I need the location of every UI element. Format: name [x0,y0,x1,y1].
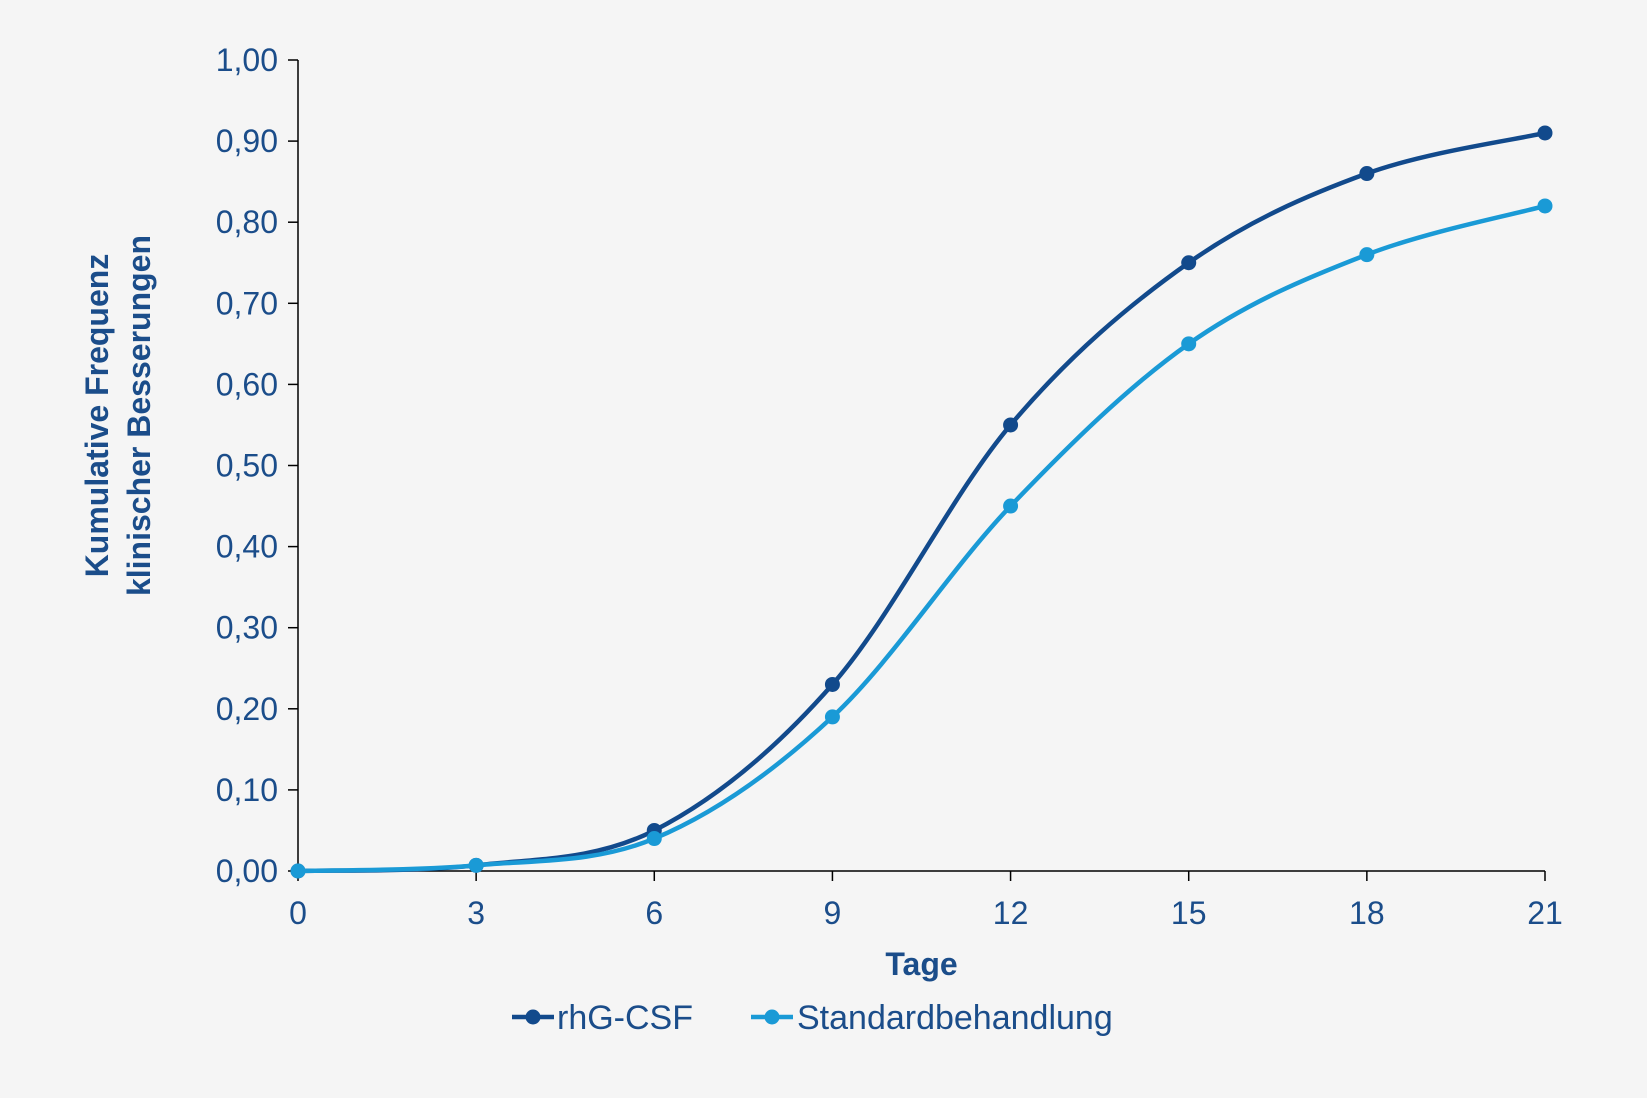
y-tick-label: 0,80 [216,204,278,240]
data-point [468,857,484,873]
data-point [290,863,306,879]
series-line [295,130,1548,874]
x-tick-label: 12 [993,895,1029,931]
legend-label: rhG-CSF [557,999,693,1037]
series-2 [290,198,1553,879]
x-axis-title: Tage [885,946,957,982]
y-axis-title-line2: klinischer Besserungen [121,235,157,596]
series-layer [290,125,1553,879]
x-tick-label: 0 [289,895,307,931]
y-axis-title-line1: Kumulative Frequenz [79,254,115,578]
y-tick-label: 0,50 [216,448,278,484]
x-tick-label: 6 [645,895,663,931]
data-point [1537,198,1553,214]
x-tick-label: 18 [1349,895,1385,931]
legend-marker [764,1009,780,1025]
legend: rhG-CSF Standardbehandlung [512,999,1113,1037]
y-ticks: 0,00 0,10 0,20 0,30 0,40 0,50 0,60 0,70 0,80 0,90… [216,42,298,889]
x-tick-label: 9 [824,895,842,931]
legend-item: rhG-CSF [512,999,693,1037]
legend-item: Standardbehandlung [751,999,1113,1037]
y-tick-label: 0,90 [216,123,278,159]
data-point [824,709,840,725]
legend-label: Standardbehandlung [797,999,1113,1037]
y-tick-label: 0,40 [216,529,278,565]
x-ticks: 0 3 6 9 12 15 18 21 [289,871,1563,931]
series-line [295,203,1548,874]
x-tick-label: 15 [1171,895,1207,931]
axes-layer: 0,00 0,10 0,20 0,30 0,40 0,50 0,60 0,70 0,80 0,90… [216,42,1563,931]
y-tick-label: 0,60 [216,366,278,402]
data-point [1537,125,1553,141]
data-point [1359,166,1375,182]
x-tick-label: 3 [467,895,485,931]
titles-layer: Tage Kumulative Frequenz klinischer Bess… [79,235,958,982]
y-tick-label: 0,00 [216,853,278,889]
data-point [1181,255,1197,271]
y-tick-label: 0,30 [216,610,278,646]
data-point [1181,336,1197,352]
y-tick-label: 0,10 [216,772,278,808]
data-point [1359,247,1375,263]
y-tick-label: 0,20 [216,691,278,727]
data-point [646,831,662,847]
y-tick-label: 1,00 [216,42,278,78]
x-tick-label: 21 [1527,895,1563,931]
data-point [1003,417,1019,433]
data-point [824,676,840,692]
data-point [1003,498,1019,514]
series-1 [290,125,1553,879]
legend-marker [525,1009,541,1025]
y-tick-label: 0,70 [216,285,278,321]
